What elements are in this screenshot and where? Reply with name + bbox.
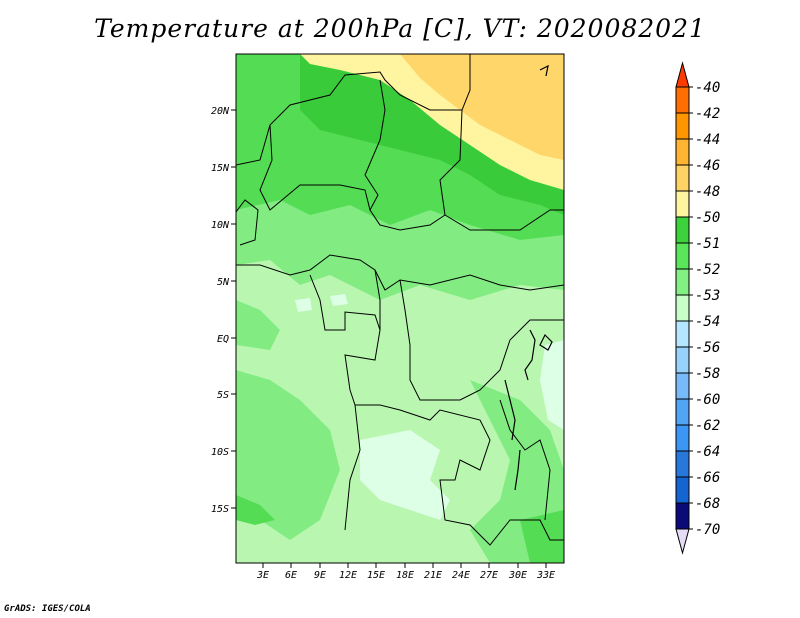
colorbar-swatch — [675, 294, 690, 322]
colorbar-label: -50 — [695, 210, 720, 226]
colorbar-label: -68 — [695, 496, 720, 512]
lon-label: 30E — [508, 570, 527, 581]
lat-label: 15S — [211, 504, 229, 515]
colorbar-swatch — [675, 268, 690, 296]
country-boundaries — [236, 54, 564, 546]
colorbar-swatch — [675, 190, 690, 218]
lon-label: 27E — [480, 570, 498, 581]
map-figure: 20N 15N 10N 5N EQ 5S 10S 15S 3E 6E 9E 12… — [211, 53, 720, 581]
map-frame — [235, 53, 565, 564]
lat-label: 20N — [211, 106, 230, 117]
band-minus54 — [360, 430, 450, 520]
colorbar-swatch — [675, 398, 690, 426]
lon-label: 24E — [452, 570, 470, 581]
colorbar-bottom-triangle — [675, 528, 690, 555]
colorbar-label: -54 — [695, 314, 720, 330]
map-title: Temperature at 200hPa [C], VT: 202008202… — [94, 14, 706, 43]
lon-label: 21E — [424, 570, 442, 581]
lon-label: 15E — [367, 570, 385, 581]
lon-label: 33E — [536, 570, 555, 581]
colorbar-label: -66 — [695, 470, 720, 486]
lat-label: 5S — [217, 390, 229, 401]
colorbar-label: -42 — [695, 106, 720, 122]
colorbar-label: -56 — [695, 340, 720, 356]
colorbar-label: -52 — [695, 262, 720, 278]
colorbar-swatch — [675, 372, 690, 400]
colorbar-swatch — [675, 450, 690, 478]
lat-label: 10S — [211, 447, 229, 458]
colorbar-label: -51 — [695, 236, 720, 252]
colorbar-label: -40 — [695, 80, 720, 96]
longitude-axis: 3E 6E 9E 12E 15E 18E 21E 24E 27E 30E 33E — [256, 563, 555, 581]
colorbar-label: -58 — [695, 366, 720, 382]
lat-label: 10N — [211, 220, 230, 231]
grads-credit: GrADS: IGES/COLA — [4, 604, 91, 614]
colorbar-label: -53 — [695, 288, 720, 304]
colorbar-label: -62 — [695, 418, 720, 434]
colorbar-label: -44 — [695, 132, 720, 148]
colorbar-label: -46 — [695, 158, 720, 174]
colorbar-label: -64 — [695, 444, 720, 460]
colorbar-label: -60 — [695, 392, 720, 408]
lat-label: 15N — [211, 163, 230, 174]
colorbar-swatch — [675, 346, 690, 374]
colorbar-swatch — [675, 242, 690, 270]
colorbar-swatch — [675, 112, 690, 140]
band-minus48 — [400, 54, 564, 160]
temperature-field — [236, 54, 564, 563]
colorbar-swatch — [675, 320, 690, 348]
colorbar: -40 -42 -44 -46 -48 -50 -51 -52 -53 -54 -56 -58 -60 -… — [675, 61, 720, 555]
colorbar-swatch — [675, 476, 690, 504]
colorbar-top-triangle — [675, 61, 690, 88]
lon-label: 9E — [314, 570, 326, 581]
lon-label: 6E — [285, 570, 297, 581]
colorbar-swatch — [675, 216, 690, 244]
colorbar-swatch — [675, 424, 690, 452]
colorbar-swatch — [675, 86, 690, 114]
lon-label: 18E — [396, 570, 414, 581]
latitude-axis: 20N 15N 10N 5N EQ 5S 10S 15S — [211, 106, 236, 515]
colorbar-swatch — [675, 502, 690, 530]
lon-label: 12E — [339, 570, 357, 581]
colorbar-label: -48 — [695, 184, 720, 200]
lakes — [504, 64, 553, 491]
lon-label: 3E — [256, 570, 269, 581]
colorbar-swatch — [675, 164, 690, 192]
colorbar-swatch — [675, 138, 690, 166]
colorbar-label: -70 — [695, 522, 720, 538]
lat-label: EQ — [217, 334, 229, 345]
lat-label: 5N — [217, 277, 230, 288]
